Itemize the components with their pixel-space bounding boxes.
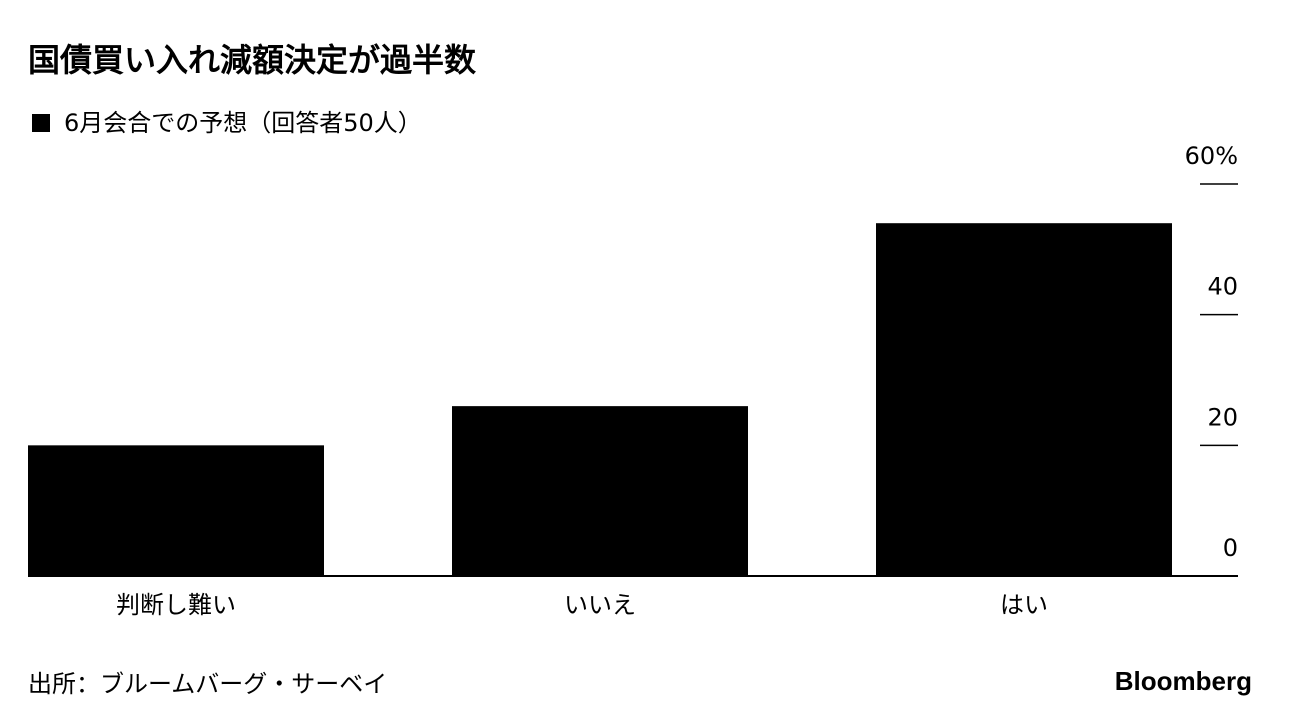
bar: [876, 223, 1172, 576]
y-tick-label: 40: [1207, 273, 1238, 301]
x-tick-label: いいえ: [564, 591, 636, 619]
chart-title: 国債買い入れ減額決定が過半数: [28, 41, 477, 79]
y-tick-label: 0: [1223, 534, 1238, 562]
x-tick-label: はい: [1000, 591, 1048, 619]
bar: [28, 445, 324, 576]
legend-swatch: [32, 114, 50, 132]
logo: Bloomberg: [1115, 666, 1252, 696]
source: 出所：ブルームバーグ・サーベイ: [28, 670, 387, 698]
y-tick-label: 20: [1207, 403, 1238, 431]
x-tick-label: 判断し難い: [116, 591, 236, 619]
bar: [452, 406, 748, 576]
y-tick-label: 60%: [1185, 142, 1238, 170]
legend-label: 6月会合での予想（回答者50人）: [64, 109, 422, 137]
